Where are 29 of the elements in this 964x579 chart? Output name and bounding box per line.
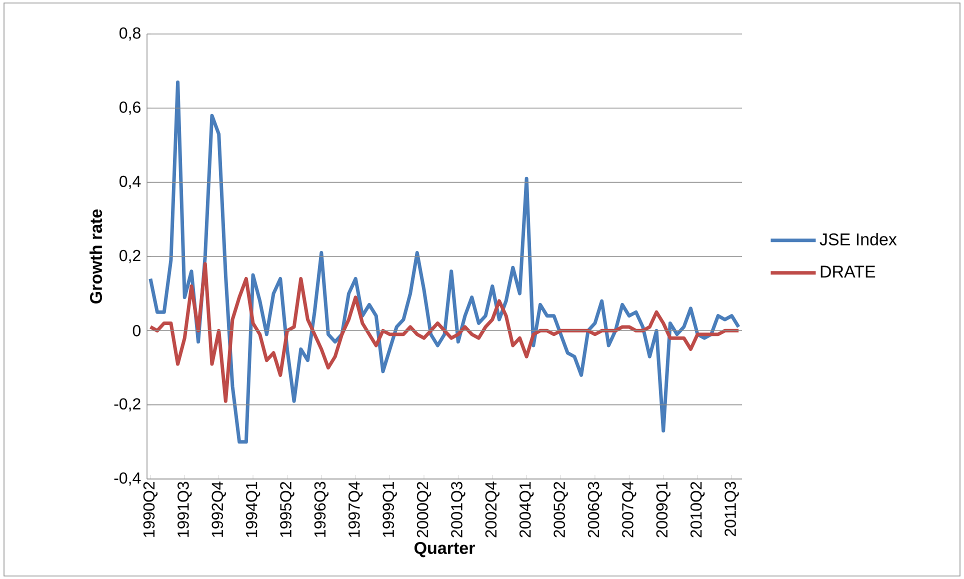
x-tick-label: 1995Q2 xyxy=(280,482,294,537)
x-tick-label: 1997Q4 xyxy=(348,482,363,537)
x-tick-label: 1994Q1 xyxy=(246,482,260,537)
x-tick-label: 1996Q3 xyxy=(314,482,329,537)
x-tick-label: 2002Q4 xyxy=(485,482,500,538)
y-tick-label: -0,2 xyxy=(114,398,140,412)
y-tick-label: 0,6 xyxy=(120,102,140,115)
x-tick-label: 1992Q4 xyxy=(212,482,226,537)
x-tick-label: 2000Q2 xyxy=(416,482,432,538)
y-tick-label: -0,4 xyxy=(114,472,141,486)
x-axis-title: Quarter xyxy=(414,542,475,558)
x-tick-label: 1999Q1 xyxy=(382,482,397,537)
x-tick-label: 2006Q3 xyxy=(588,482,602,538)
x-tick-label: 2005Q2 xyxy=(554,482,568,538)
legend-label: JSE Index xyxy=(820,232,897,246)
x-tick-label: 2004Q1 xyxy=(519,482,534,538)
x-tick-label: 1991Q3 xyxy=(178,482,192,537)
x-tick-label: 2009Q1 xyxy=(656,482,670,538)
y-axis-title: Growth rate xyxy=(90,209,102,304)
y-tick-label: 0,8 xyxy=(120,27,140,41)
x-tick-label: 2011Q3 xyxy=(724,482,739,536)
x-tick-label: 2001Q3 xyxy=(451,482,466,538)
legend-label: DRATE xyxy=(820,266,876,278)
y-tick-label: 0,2 xyxy=(120,250,140,264)
y-tick-label: 0,4 xyxy=(120,176,141,189)
y-tick-label: 0 xyxy=(132,324,141,336)
x-tick-label: 1990Q2 xyxy=(143,482,158,537)
x-tick-label: 2010Q2 xyxy=(690,482,705,538)
x-tick-label: 2007Q4 xyxy=(622,482,636,538)
